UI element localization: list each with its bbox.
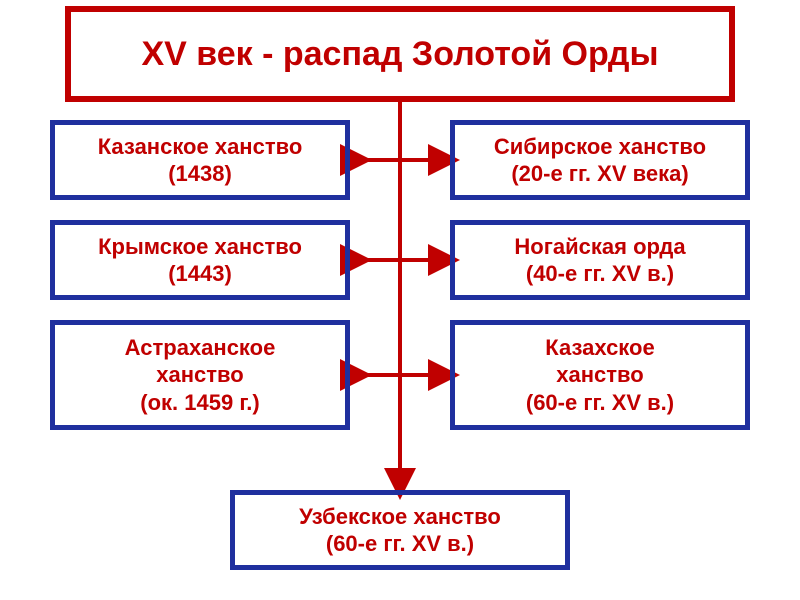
khanate-box-content: Крымское ханство(1443) xyxy=(98,233,302,288)
khanate-box-right-0: Сибирское ханство(20-е гг. XV века) xyxy=(450,120,750,200)
khanate-box-line: (ок. 1459 г.) xyxy=(125,389,276,417)
title-box: XV век - распад Золотой Орды xyxy=(65,6,735,102)
khanate-box-right-1: Ногайская орда(40-е гг. XV в.) xyxy=(450,220,750,300)
khanate-box-line: ханство xyxy=(526,361,674,389)
khanate-box-content: Ногайская орда(40-е гг. XV в.) xyxy=(514,233,685,288)
khanate-box-left-2: Астраханскоеханство(ок. 1459 г.) xyxy=(50,320,350,430)
khanate-box-line: Сибирское ханство xyxy=(494,133,706,161)
khanate-box-line: Казахское xyxy=(526,334,674,362)
bottom-box-line2: (60-е гг. XV в.) xyxy=(299,530,501,558)
arrow-group xyxy=(356,102,444,484)
khanate-box-line: (20-е гг. XV века) xyxy=(494,160,706,188)
bottom-box-content: Узбекское ханство (60-е гг. XV в.) xyxy=(299,503,501,558)
khanate-box-line: Астраханское xyxy=(125,334,276,362)
khanate-box-line: (60-е гг. XV в.) xyxy=(526,389,674,417)
khanate-box-content: Сибирское ханство(20-е гг. XV века) xyxy=(494,133,706,188)
khanate-box-line: (1443) xyxy=(98,260,302,288)
title-text: XV век - распад Золотой Орды xyxy=(141,33,658,76)
khanate-box-left-1: Крымское ханство(1443) xyxy=(50,220,350,300)
bottom-box-line1: Узбекское ханство xyxy=(299,503,501,531)
khanate-box-content: Казахскоеханство(60-е гг. XV в.) xyxy=(526,334,674,417)
khanate-box-line: Крымское ханство xyxy=(98,233,302,261)
khanate-box-right-2: Казахскоеханство(60-е гг. XV в.) xyxy=(450,320,750,430)
khanate-box-content: Казанское ханство(1438) xyxy=(98,133,303,188)
khanate-box-line: (40-е гг. XV в.) xyxy=(514,260,685,288)
khanate-box-left-0: Казанское ханство(1438) xyxy=(50,120,350,200)
khanate-box-line: ханство xyxy=(125,361,276,389)
bottom-box: Узбекское ханство (60-е гг. XV в.) xyxy=(230,490,570,570)
khanate-box-line: Ногайская орда xyxy=(514,233,685,261)
khanate-box-line: (1438) xyxy=(98,160,303,188)
khanate-box-content: Астраханскоеханство(ок. 1459 г.) xyxy=(125,334,276,417)
khanate-box-line: Казанское ханство xyxy=(98,133,303,161)
